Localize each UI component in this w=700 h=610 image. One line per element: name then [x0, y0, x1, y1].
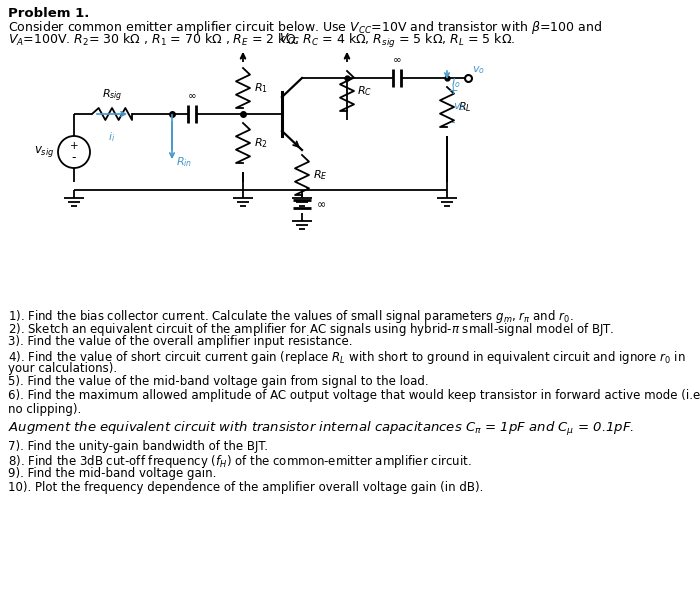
Text: $i_i$: $i_i$ [108, 130, 116, 144]
Text: $v_o$: $v_o$ [472, 64, 485, 76]
Text: $v_o$: $v_o$ [453, 101, 466, 113]
Text: $R_2$: $R_2$ [254, 136, 268, 150]
Text: 8). Find the 3dB cut-off frequency ($f_H$) of the common-emitter amplifier circu: 8). Find the 3dB cut-off frequency ($f_H… [8, 453, 472, 470]
Text: +: + [70, 141, 78, 151]
Text: +: + [448, 85, 458, 98]
Text: your calculations).: your calculations). [8, 362, 117, 375]
Text: 3). Find the value of the overall amplifier input resistance.: 3). Find the value of the overall amplif… [8, 335, 353, 348]
Text: $I_o$: $I_o$ [451, 76, 461, 90]
Text: $R_{sig}$: $R_{sig}$ [102, 88, 122, 104]
Text: -: - [71, 151, 76, 165]
Text: $V_A$=100V. $R_2$= 30 k$\Omega$ , $R_1$ = 70 k$\Omega$ , $R_E$ = 2 k$\Omega$, $R: $V_A$=100V. $R_2$= 30 k$\Omega$ , $R_1$ … [8, 32, 515, 50]
Text: $R_{in}$: $R_{in}$ [176, 155, 192, 169]
Text: 5). Find the value of the mid-band voltage gain from signal to the load.: 5). Find the value of the mid-band volta… [8, 376, 428, 389]
Text: Consider common emitter amplifier circuit below. Use $V_{CC}$=10V and transistor: Consider common emitter amplifier circui… [8, 19, 602, 36]
Text: 7). Find the unity-gain bandwidth of the BJT.: 7). Find the unity-gain bandwidth of the… [8, 440, 268, 453]
Text: $R_C$: $R_C$ [357, 84, 372, 98]
Text: $\infty$: $\infty$ [392, 54, 402, 64]
Text: 4). Find the value of short circuit current gain (replace $R_L$ with short to gr: 4). Find the value of short circuit curr… [8, 348, 685, 365]
Text: Augment the equivalent circuit with transistor internal capacitances $C_\pi$ = 1: Augment the equivalent circuit with tran… [8, 420, 634, 438]
Text: no clipping).: no clipping). [8, 403, 81, 415]
Text: $\infty$: $\infty$ [316, 199, 326, 209]
Text: $v_{sig}$: $v_{sig}$ [34, 145, 54, 159]
Text: $R_E$: $R_E$ [313, 168, 328, 182]
Text: $V_{CC}$: $V_{CC}$ [279, 32, 301, 47]
Text: 1). Find the bias collector current. Calculate the values of small signal parame: 1). Find the bias collector current. Cal… [8, 308, 573, 325]
Text: $\infty$: $\infty$ [187, 90, 197, 100]
Text: -: - [451, 117, 455, 129]
Text: 10). Plot the frequency dependence of the amplifier overall voltage gain (in dB): 10). Plot the frequency dependence of th… [8, 481, 484, 493]
Text: 6). Find the maximum allowed amplitude of AC output voltage that would keep tran: 6). Find the maximum allowed amplitude o… [8, 389, 700, 402]
Text: 2). Sketch an equivalent circuit of the amplifier for AC signals using hybrid-$\: 2). Sketch an equivalent circuit of the … [8, 321, 615, 339]
Text: $R_L$: $R_L$ [458, 100, 472, 114]
Text: $R_1$: $R_1$ [254, 81, 268, 95]
Text: 9). Find the mid-band voltage gain.: 9). Find the mid-band voltage gain. [8, 467, 216, 480]
Text: Problem 1.: Problem 1. [8, 7, 90, 20]
